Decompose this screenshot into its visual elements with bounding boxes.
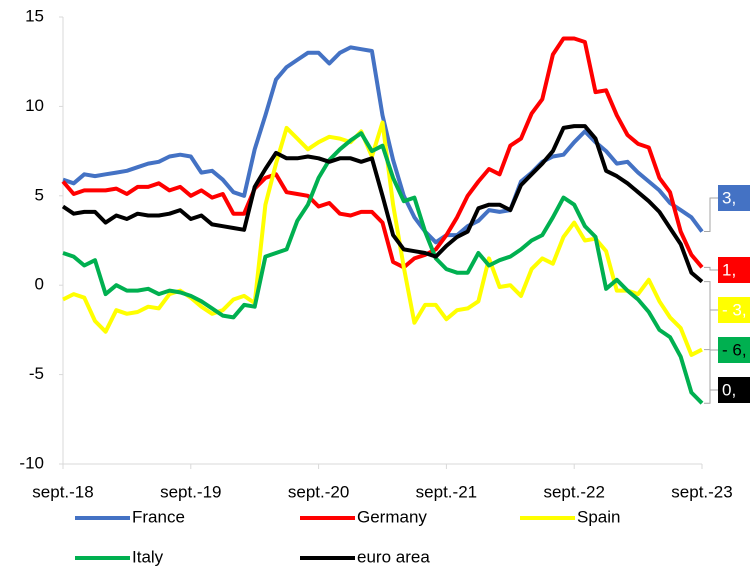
leader-line — [704, 309, 718, 351]
x-tick-label: sept.-23 — [671, 482, 732, 501]
x-tick-label: sept.-21 — [416, 482, 477, 501]
end-label: 3, — [722, 188, 736, 207]
x-tick-label: sept.-22 — [543, 482, 604, 501]
end-label: - 6, — [722, 340, 747, 359]
end-label: 1, — [722, 260, 736, 279]
y-tick-label: -10 — [19, 453, 44, 472]
leader-line — [704, 281, 718, 391]
legend-label: France — [132, 507, 185, 526]
end-label-box — [718, 337, 750, 363]
end-label-box — [718, 377, 750, 403]
legend-label: euro area — [357, 547, 430, 566]
leader-line — [704, 266, 718, 271]
x-tick-label: sept.-20 — [288, 482, 349, 501]
series-line — [61, 124, 704, 284]
end-label: - 3, — [722, 300, 747, 319]
y-tick-label: -5 — [29, 364, 44, 383]
leader-line — [704, 197, 718, 233]
end-label-box — [718, 297, 750, 323]
end-label-box — [718, 257, 750, 283]
y-tick-label: 15 — [25, 6, 44, 25]
end-label: 0, — [722, 380, 736, 399]
x-tick-label: sept.-18 — [32, 482, 93, 501]
y-tick-label: 10 — [25, 96, 44, 115]
leader-line — [704, 349, 718, 404]
y-tick-label: 5 — [35, 185, 44, 204]
series-line — [62, 131, 704, 405]
series-line — [61, 36, 704, 270]
end-label-box — [718, 185, 750, 211]
series-line — [62, 120, 703, 357]
x-tick-label: sept.-19 — [160, 482, 221, 501]
y-tick-label: 0 — [35, 275, 44, 294]
legend-label: Italy — [132, 547, 164, 566]
legend-label: Spain — [577, 507, 620, 526]
legend-label: Germany — [357, 507, 427, 526]
